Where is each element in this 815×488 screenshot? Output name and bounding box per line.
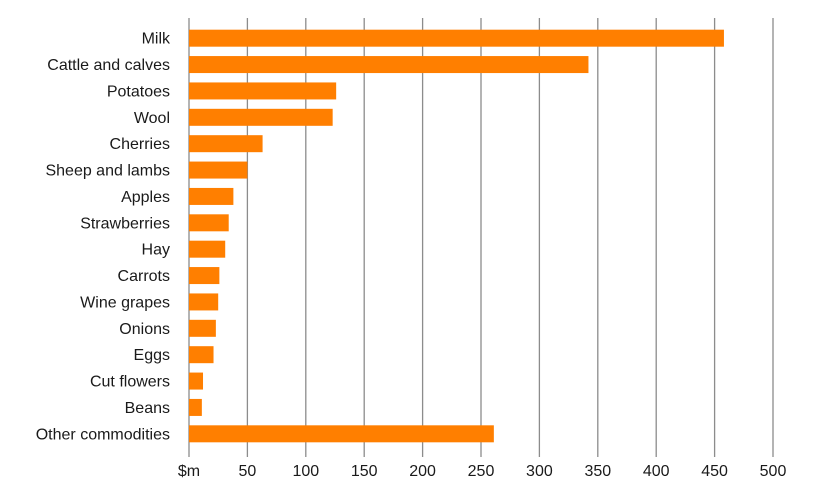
bar-cattle-and-calves	[189, 56, 589, 74]
bar-apples	[189, 187, 234, 205]
bar-sheep-and-lambs	[189, 161, 248, 179]
category-label: Onions	[119, 321, 170, 338]
x-tick-label: 150	[351, 463, 378, 480]
category-label: Carrots	[118, 268, 170, 285]
bar-milk	[189, 29, 724, 47]
x-tick-label: 300	[526, 463, 553, 480]
bar-carrots	[189, 267, 220, 285]
bar-beans	[189, 398, 202, 416]
x-tick-label: 450	[701, 463, 728, 480]
category-label: Cattle and calves	[47, 57, 170, 74]
x-tick-label: 400	[643, 463, 670, 480]
x-tick-label: 200	[409, 463, 436, 480]
category-label: Cut flowers	[90, 374, 170, 391]
bar-other-commodities	[189, 425, 494, 443]
x-tick-label: $m	[178, 463, 200, 480]
x-tick-label: 100	[292, 463, 319, 480]
bar-potatoes	[189, 82, 337, 100]
bars	[189, 29, 724, 443]
x-tick-label: 350	[584, 463, 611, 480]
bar-eggs	[189, 346, 214, 364]
category-label: Apples	[121, 189, 170, 206]
category-label: Wool	[134, 110, 170, 127]
x-tick-label: 50	[239, 463, 257, 480]
category-label: Milk	[142, 31, 171, 48]
category-labels: Milk Cattle and calves Potatoes Wool Cherrie…	[36, 31, 171, 444]
bar-wine-grapes	[189, 293, 219, 311]
category-label: Eggs	[134, 347, 170, 364]
category-label: Potatoes	[107, 83, 170, 100]
category-label: Strawberries	[80, 215, 170, 232]
category-label: Beans	[125, 400, 170, 417]
category-label: Wine grapes	[80, 294, 170, 311]
bar-cut-flowers	[189, 372, 204, 390]
bar-strawberries	[189, 214, 229, 232]
category-label: Cherries	[110, 136, 170, 153]
x-tick-label: 500	[760, 463, 787, 480]
bar-onions	[189, 319, 216, 337]
bar-cherries	[189, 135, 263, 153]
category-label: Sheep and lambs	[45, 163, 170, 180]
category-label: Other commodities	[36, 426, 170, 443]
bar-hay	[189, 240, 226, 258]
x-tick-label: 250	[468, 463, 495, 480]
bar-wool	[189, 108, 333, 126]
x-axis-tick-labels: $m 50 100 150 200 250 300 350 400 450 500	[178, 463, 787, 480]
category-label: Hay	[142, 242, 170, 259]
